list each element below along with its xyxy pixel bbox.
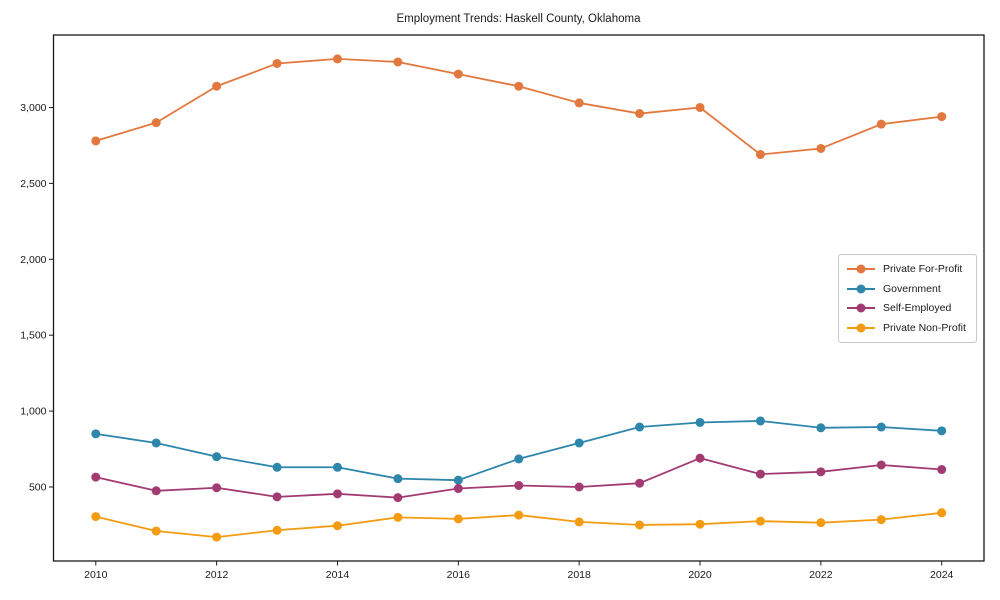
legend-marker-private-for-profit-icon (847, 264, 875, 274)
data-point-private-non-profit (272, 525, 282, 535)
data-point-private-for-profit (755, 150, 765, 160)
legend-marker-self-employed-icon (847, 303, 875, 313)
legend-dot-icon (856, 303, 866, 313)
data-point-self-employed (151, 486, 161, 496)
legend-item-private-for-profit: Private For-Profit (847, 263, 968, 275)
data-point-private-non-profit (393, 512, 403, 522)
legend-dot-icon (856, 284, 866, 294)
data-point-self-employed (635, 478, 645, 488)
legend-item-label: Private For-Profit (883, 262, 963, 275)
data-point-private-non-profit (876, 515, 886, 525)
data-point-private-non-profit (91, 512, 101, 522)
chart-title: Employment Trends: Haskell County, Oklah… (396, 13, 641, 25)
x-tick-label: 2024 (930, 569, 954, 581)
data-point-government (151, 438, 161, 448)
y-tick-label: 2,500 (20, 178, 46, 190)
data-point-self-employed (393, 493, 403, 503)
data-point-self-employed (695, 453, 705, 463)
y-tick-label: 500 (29, 481, 47, 493)
x-tick-label: 2022 (809, 569, 833, 581)
data-point-private-for-profit (151, 118, 161, 128)
data-point-government (574, 438, 584, 448)
y-tick-label: 3,000 (20, 102, 46, 114)
data-point-self-employed (876, 460, 886, 470)
x-tick-label: 2012 (205, 569, 229, 581)
data-point-private-for-profit (393, 57, 403, 67)
data-point-government (816, 423, 826, 433)
data-point-government (755, 416, 765, 426)
data-point-private-for-profit (453, 69, 463, 79)
y-tick-label: 1,000 (20, 406, 46, 418)
data-point-self-employed (755, 469, 765, 479)
x-tick-label: 2014 (326, 569, 350, 581)
data-point-government (453, 475, 463, 485)
data-point-government (332, 462, 342, 472)
series-line-self-employed (94, 457, 943, 499)
x-tick-label: 2020 (688, 569, 712, 581)
data-point-self-employed (574, 482, 584, 492)
data-point-private-for-profit (876, 119, 886, 129)
data-point-government (514, 454, 524, 464)
data-point-self-employed (332, 489, 342, 499)
data-point-private-non-profit (514, 510, 524, 520)
data-point-self-employed (91, 472, 101, 482)
data-point-private-for-profit (332, 54, 342, 64)
data-point-private-non-profit (695, 519, 705, 529)
data-point-self-employed (514, 480, 524, 490)
legend-item-label: Self-Employed (883, 302, 952, 315)
data-point-private-non-profit (151, 526, 161, 536)
data-point-self-employed (212, 483, 222, 493)
legend-dot-icon (856, 264, 866, 274)
legend-item-label: Government (883, 282, 941, 295)
legend: Private For-Profit Government Self-Employe… (838, 254, 977, 343)
data-point-self-employed (453, 484, 463, 494)
data-point-private-non-profit (212, 532, 222, 542)
data-point-private-non-profit (332, 521, 342, 531)
data-point-private-non-profit (816, 518, 826, 528)
y-tick-label: 1,500 (20, 330, 46, 342)
data-point-government (876, 422, 886, 432)
data-point-private-for-profit (574, 98, 584, 108)
data-point-government (937, 426, 947, 436)
x-tick-label: 2018 (567, 569, 591, 581)
data-point-government (272, 462, 282, 472)
data-point-private-non-profit (453, 514, 463, 524)
data-point-self-employed (816, 467, 826, 477)
x-tick-label: 2016 (447, 569, 471, 581)
legend-item-private-non-profit: Private Non-Profit (847, 322, 968, 334)
data-point-private-for-profit (816, 143, 826, 153)
x-tick-label: 2010 (84, 569, 108, 581)
legend-item-self-employed: Self-Employed (847, 302, 968, 314)
legend-marker-private-non-profit-icon (847, 323, 875, 333)
data-point-private-non-profit (635, 520, 645, 530)
data-point-self-employed (937, 465, 947, 475)
y-tick-label: 2,000 (20, 254, 46, 266)
data-point-private-for-profit (91, 136, 101, 146)
data-point-private-non-profit (574, 517, 584, 527)
data-point-private-for-profit (514, 81, 524, 91)
data-point-private-for-profit (272, 58, 282, 68)
legend-marker-government-icon (847, 284, 875, 294)
data-point-private-for-profit (937, 112, 947, 122)
data-point-private-for-profit (212, 81, 222, 91)
data-point-private-for-profit (635, 109, 645, 119)
data-point-self-employed (272, 492, 282, 502)
data-point-government (91, 429, 101, 439)
plot-border (52, 34, 985, 562)
series-line-private-for-profit (94, 58, 943, 156)
data-point-government (393, 474, 403, 484)
data-point-government (635, 422, 645, 432)
legend-item-label: Private Non-Profit (883, 322, 966, 335)
data-point-private-for-profit (695, 102, 705, 112)
data-point-government (212, 452, 222, 462)
legend-item-government: Government (847, 283, 968, 295)
data-point-private-non-profit (937, 508, 947, 518)
data-point-government (695, 417, 705, 427)
legend-dot-icon (856, 323, 866, 333)
data-point-private-non-profit (755, 516, 765, 526)
